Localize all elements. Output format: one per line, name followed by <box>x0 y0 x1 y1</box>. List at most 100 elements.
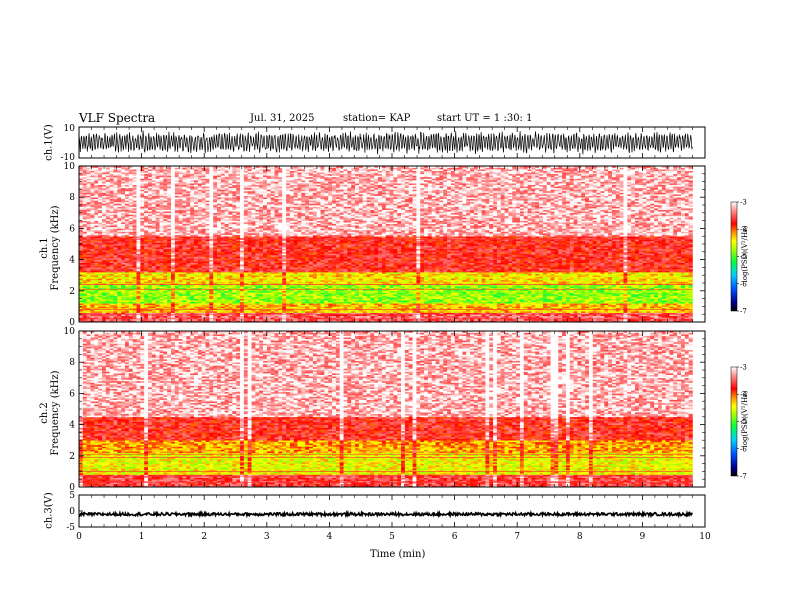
spectrogram-cell <box>163 223 168 226</box>
spectrogram-cell <box>79 301 84 304</box>
spectrogram-cell <box>105 200 110 203</box>
spectrogram-cell <box>155 220 160 223</box>
spectrogram-cell <box>86 300 91 303</box>
spectrogram-cell <box>144 311 149 313</box>
spectrogram-cell <box>113 250 118 253</box>
spectrogram-cell <box>98 301 103 304</box>
spectrogram-cell <box>105 172 110 175</box>
spectrogram-cell <box>167 208 172 210</box>
spectrogram-cell <box>136 248 141 251</box>
spectrogram-cell <box>171 206 176 209</box>
spectrogram-cell <box>140 318 145 321</box>
spectrogram-cell <box>113 301 118 304</box>
spectrogram-cell <box>148 273 153 276</box>
spectrogram-cell <box>121 225 126 228</box>
spectrogram-cell <box>167 259 172 262</box>
spectrogram-cell <box>144 306 149 309</box>
spectrogram-cell <box>98 180 103 182</box>
spectrogram-cell <box>98 248 103 251</box>
spectrogram-cell <box>121 206 126 209</box>
spectrogram-cell <box>94 279 99 282</box>
spectrogram-cell <box>174 275 179 278</box>
spectrogram-cell <box>102 275 107 278</box>
spectrogram-cell <box>86 205 91 207</box>
spectrogram-cell <box>136 190 141 193</box>
spectrogram-cell <box>136 247 141 249</box>
spectrogram-cell <box>113 212 118 215</box>
spectrogram-cell <box>163 211 168 214</box>
spectrogram-cell <box>105 205 110 207</box>
spectrogram-cell <box>178 244 183 246</box>
spectrogram-cell <box>148 300 153 303</box>
spectrogram-cell <box>163 180 168 182</box>
spectrogram-cell <box>155 312 160 315</box>
spectrogram-cell <box>148 295 153 298</box>
spectrogram-cell <box>79 214 84 217</box>
spectrogram-cell <box>125 281 130 284</box>
spectrogram-cell <box>148 187 153 190</box>
spectrogram-cell <box>167 231 172 234</box>
spectrogram-cell <box>79 190 84 193</box>
spectrogram-cell <box>159 279 164 282</box>
spectrogram-cell <box>167 268 172 271</box>
spectrogram-cell <box>82 264 87 267</box>
spectrogram-cell <box>98 240 103 243</box>
spectrogram-cell <box>155 309 160 312</box>
spectrogram-cell <box>155 209 160 212</box>
spectrogram-cell <box>132 184 137 187</box>
spectrogram-cell <box>125 180 130 182</box>
spectrogram-cell <box>128 318 133 321</box>
spectrogram-cell <box>98 278 103 281</box>
spectrogram-cell <box>94 167 99 170</box>
spectrogram-cell <box>136 206 141 209</box>
spectrogram-cell <box>148 304 153 307</box>
spectrogram-cell <box>121 229 126 232</box>
spectrogram-cell <box>178 270 183 273</box>
spectrogram-cell <box>113 236 118 239</box>
spectrogram-cell <box>79 237 84 240</box>
spectrogram-cell <box>163 175 168 178</box>
spectrogram-cell <box>144 261 149 264</box>
spectrogram-cell <box>90 190 95 193</box>
spectrogram-cell <box>86 175 91 178</box>
spectrogram-cell <box>102 276 107 279</box>
spectrogram-cell <box>163 181 168 184</box>
spectrogram-cell <box>136 284 141 287</box>
spectrogram-cell <box>155 287 160 290</box>
spectrogram-cell <box>163 320 168 323</box>
spectrogram-cell <box>151 175 156 178</box>
spectrogram-cell <box>151 292 156 295</box>
spectrogram-cell <box>178 220 183 223</box>
spectrogram-cell <box>117 190 122 193</box>
spectrogram-cell <box>174 306 179 309</box>
spectrogram-cell <box>140 301 145 304</box>
spectrogram-cell <box>128 250 133 253</box>
spectrogram-cell <box>136 237 141 240</box>
spectrogram-cell <box>163 198 168 201</box>
spectrogram-cell <box>174 223 179 226</box>
spectrogram-cell <box>167 253 172 256</box>
spectrogram-cell <box>79 228 84 231</box>
spectrogram-cell <box>159 203 164 206</box>
spectrogram-cell <box>90 212 95 215</box>
spectrogram-cell <box>167 187 172 190</box>
spectrogram-cell <box>105 167 110 170</box>
spectrogram-cell <box>128 234 133 237</box>
spectrogram-cell <box>159 195 164 198</box>
spectrogram-cell <box>98 219 103 221</box>
spectrogram-cell <box>86 301 91 304</box>
spectrogram-cell <box>163 256 168 259</box>
spectrogram-cell <box>105 176 110 179</box>
spectrogram-cell <box>94 284 99 287</box>
spectrogram-cell <box>148 312 153 315</box>
spectrogram-cell <box>144 226 149 229</box>
spectrogram-cell <box>132 311 137 313</box>
spectrogram-cell <box>155 289 160 292</box>
spectrogram-cell <box>105 292 110 295</box>
spectrogram-cell <box>163 184 168 187</box>
spectrogram-cell <box>82 212 87 215</box>
spectrogram-cell <box>125 208 130 210</box>
spectrogram-cell <box>98 184 103 187</box>
spectrogram-cell <box>117 248 122 251</box>
spectrogram-cell <box>140 169 145 171</box>
